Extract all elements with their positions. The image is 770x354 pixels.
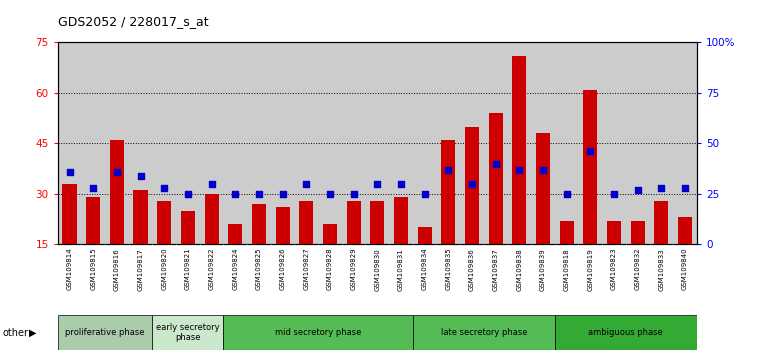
Bar — [512, 56, 527, 244]
Point — [679, 185, 691, 190]
Bar — [152, 315, 223, 350]
Bar — [678, 217, 692, 244]
Point — [347, 191, 360, 197]
Bar — [300, 200, 313, 244]
Bar — [181, 211, 195, 244]
Text: GSM109834: GSM109834 — [422, 248, 427, 290]
Text: GSM109831: GSM109831 — [398, 248, 404, 291]
Bar — [323, 224, 337, 244]
Text: GSM109826: GSM109826 — [280, 248, 286, 290]
Text: GSM109835: GSM109835 — [445, 248, 451, 290]
Bar — [417, 228, 432, 244]
Bar — [346, 200, 360, 244]
Point — [418, 191, 430, 197]
Text: GSM109816: GSM109816 — [114, 248, 120, 291]
Point — [111, 169, 123, 175]
Text: GSM109829: GSM109829 — [350, 248, 357, 290]
Point — [608, 191, 620, 197]
Point — [537, 167, 549, 172]
Bar — [413, 315, 555, 350]
Point — [561, 191, 573, 197]
Text: GSM109814: GSM109814 — [66, 248, 72, 290]
Text: early secretory
phase: early secretory phase — [156, 323, 219, 342]
Text: GSM109825: GSM109825 — [256, 248, 262, 290]
Bar — [555, 315, 697, 350]
Bar — [62, 184, 77, 244]
Text: ambiguous phase: ambiguous phase — [588, 328, 663, 337]
Bar — [607, 221, 621, 244]
Point — [655, 185, 668, 190]
Bar — [441, 140, 455, 244]
Text: GSM109823: GSM109823 — [611, 248, 617, 290]
Point — [253, 191, 265, 197]
Text: GSM109824: GSM109824 — [233, 248, 238, 290]
Bar — [560, 221, 574, 244]
Text: GSM109838: GSM109838 — [517, 248, 522, 291]
Text: ▶: ▶ — [29, 328, 37, 338]
Bar — [110, 140, 124, 244]
Text: GSM109832: GSM109832 — [634, 248, 641, 290]
Text: GSM109837: GSM109837 — [493, 248, 499, 291]
Text: GDS2052 / 228017_s_at: GDS2052 / 228017_s_at — [58, 15, 209, 28]
Text: late secretory phase: late secretory phase — [440, 328, 527, 337]
Point — [87, 185, 99, 190]
Point — [300, 181, 313, 187]
Text: GSM109828: GSM109828 — [327, 248, 333, 290]
Bar — [536, 133, 550, 244]
Point — [206, 181, 218, 187]
Bar — [465, 127, 479, 244]
Text: GSM109827: GSM109827 — [303, 248, 310, 290]
Bar — [488, 113, 503, 244]
Point — [229, 191, 242, 197]
Text: GSM109840: GSM109840 — [682, 248, 688, 290]
Point — [63, 169, 75, 175]
Point — [584, 149, 597, 154]
Bar — [583, 90, 598, 244]
Text: GSM109822: GSM109822 — [209, 248, 215, 290]
Bar — [228, 224, 243, 244]
Text: GSM109819: GSM109819 — [588, 248, 594, 291]
Text: GSM109817: GSM109817 — [138, 248, 143, 291]
Point — [442, 167, 454, 172]
Text: GSM109815: GSM109815 — [90, 248, 96, 290]
Point — [135, 173, 147, 178]
Point — [513, 167, 525, 172]
Point — [631, 187, 644, 193]
Point — [466, 181, 478, 187]
Point — [182, 191, 194, 197]
Point — [395, 181, 407, 187]
Text: GSM109820: GSM109820 — [161, 248, 167, 290]
Bar — [654, 200, 668, 244]
Text: GSM109839: GSM109839 — [540, 248, 546, 291]
Bar — [223, 315, 413, 350]
Bar — [394, 197, 408, 244]
Text: proliferative phase: proliferative phase — [65, 328, 145, 337]
Bar — [58, 315, 152, 350]
Bar — [631, 221, 644, 244]
Point — [158, 185, 170, 190]
Bar — [205, 194, 219, 244]
Point — [324, 191, 336, 197]
Bar — [157, 200, 172, 244]
Text: GSM109830: GSM109830 — [374, 248, 380, 291]
Text: GSM109818: GSM109818 — [564, 248, 570, 291]
Text: GSM109836: GSM109836 — [469, 248, 475, 291]
Text: GSM109821: GSM109821 — [185, 248, 191, 290]
Point — [371, 181, 383, 187]
Bar — [276, 207, 290, 244]
Bar — [86, 197, 100, 244]
Bar — [252, 204, 266, 244]
Text: other: other — [2, 328, 28, 338]
Text: mid secretory phase: mid secretory phase — [275, 328, 361, 337]
Point — [490, 161, 502, 166]
Bar — [133, 190, 148, 244]
Text: GSM109833: GSM109833 — [658, 248, 665, 291]
Point — [276, 191, 289, 197]
Bar — [370, 200, 384, 244]
